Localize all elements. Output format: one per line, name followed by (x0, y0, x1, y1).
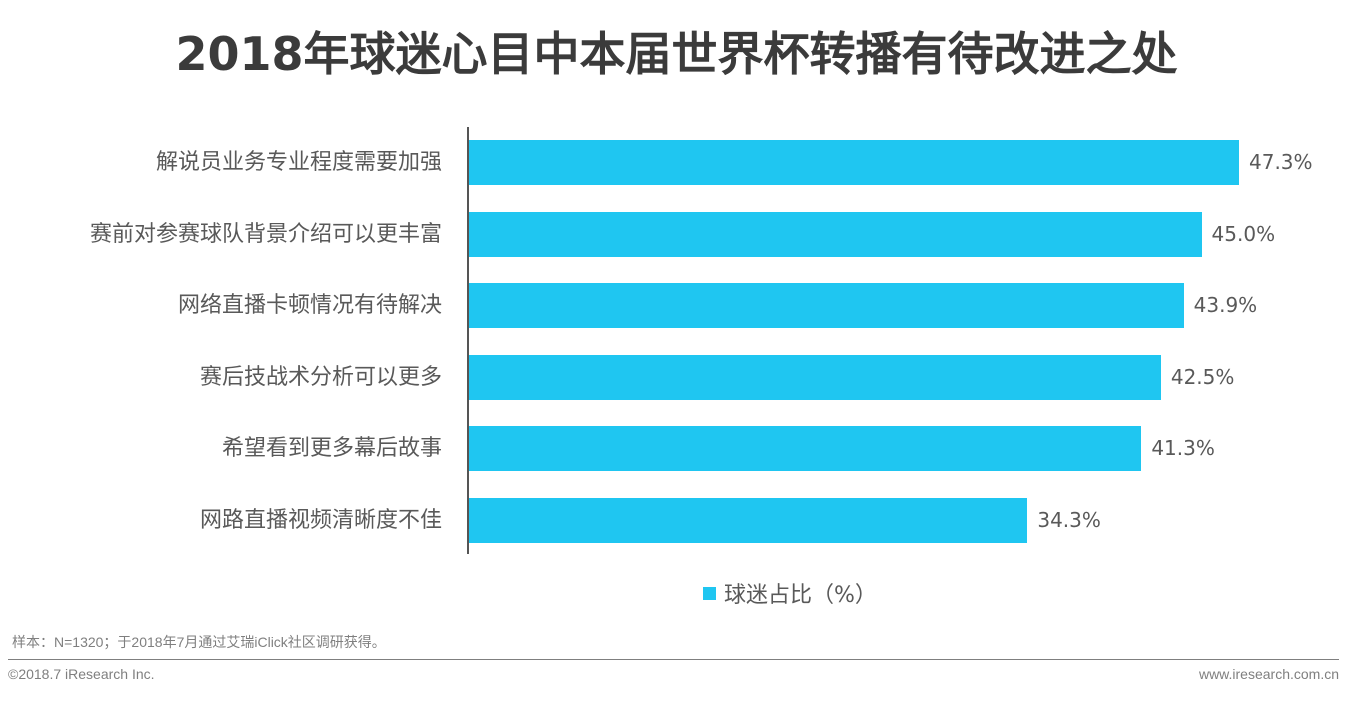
sample-note: 样本：N=1320；于2018年7月通过艾瑞iClick社区调研获得。 (12, 634, 386, 650)
value-label: 34.3% (1037, 507, 1101, 532)
copyright: ©2018.7 iResearch Inc. (8, 666, 155, 682)
category-label: 希望看到更多幕后故事 (221, 436, 442, 461)
bar (469, 426, 1142, 471)
website-link[interactable]: www.iresearch.com.cn (1198, 666, 1339, 682)
bar-row: 网络直播卡顿情况有待解决 43.9% (0, 283, 1353, 328)
bar (469, 211, 1202, 257)
value-label: 47.3% (1249, 150, 1313, 174)
legend-label: 球迷占比（%） (724, 583, 877, 608)
category-label: 赛前对参赛球队背景介绍可以更丰富 (89, 221, 442, 247)
category-label: 解说员业务专业程度需要加强 (155, 150, 442, 175)
category-label: 网路直播视频清晰度不佳 (199, 507, 442, 533)
bar (469, 140, 1239, 185)
value-label: 45.0% (1211, 221, 1276, 246)
value-label: 42.5% (1170, 364, 1235, 389)
value-label: 41.3% (1151, 436, 1215, 460)
bar (469, 354, 1161, 400)
value-label: 43.9% (1193, 293, 1258, 317)
bar-row: 希望看到更多幕后故事 41.3% (0, 426, 1353, 471)
bar (469, 283, 1184, 328)
bar-row: 赛前对参赛球队背景介绍可以更丰富 45.0% (0, 211, 1353, 257)
legend-swatch-icon (703, 586, 716, 600)
category-label: 网络直播卡顿情况有待解决 (177, 293, 442, 318)
legend: 球迷占比（%） (703, 578, 877, 608)
y-axis-line (467, 127, 469, 554)
bar-row: 解说员业务专业程度需要加强 47.3% (0, 140, 1353, 185)
bar-row: 赛后技战术分析可以更多 42.5% (0, 354, 1353, 400)
chart-title: 2018年球迷心目中本届世界杯转播有待改进之处 (175, 27, 1178, 81)
bar (469, 497, 1028, 543)
bar-row: 网路直播视频清晰度不佳 34.3% (0, 497, 1353, 543)
footer-divider (8, 659, 1339, 660)
category-label: 赛后技战术分析可以更多 (199, 364, 442, 390)
